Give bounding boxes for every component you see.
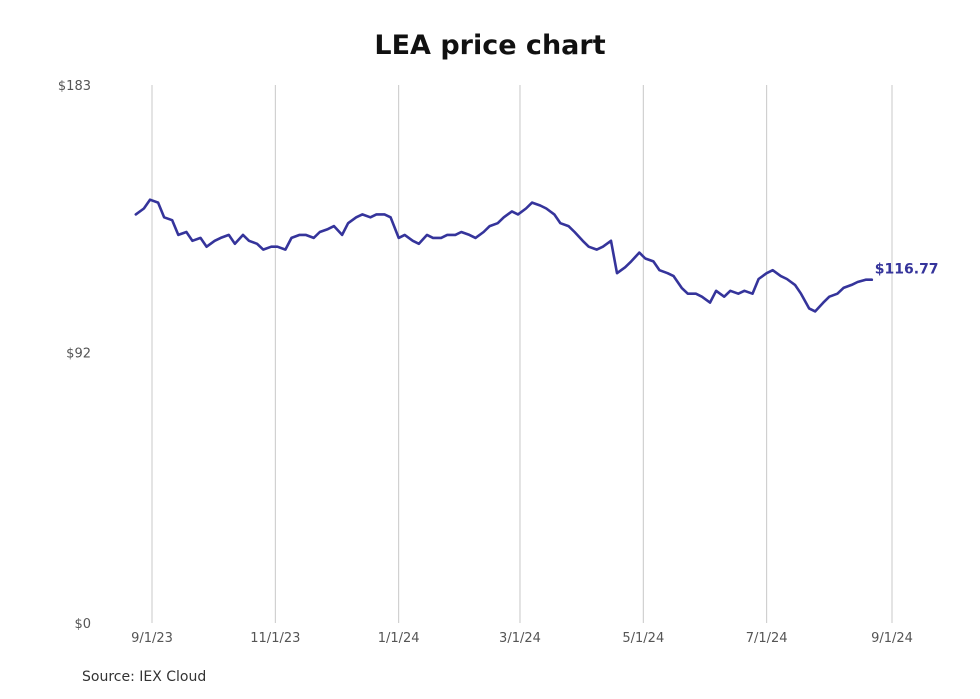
y-tick-label: $0 bbox=[74, 617, 91, 632]
x-tick-label: 5/1/24 bbox=[622, 631, 664, 646]
source-note: Source: IEX Cloud bbox=[82, 669, 207, 685]
last-price-label: $116.77 bbox=[875, 262, 939, 278]
x-tick-label: 7/1/24 bbox=[746, 631, 788, 646]
x-tick-label: 9/1/23 bbox=[131, 631, 173, 646]
y-tick-label: $183 bbox=[58, 79, 91, 94]
x-tick-label: 3/1/24 bbox=[499, 631, 541, 646]
y-tick-label: $92 bbox=[66, 347, 91, 362]
x-tick-label: 1/1/24 bbox=[378, 631, 420, 646]
chart-title: LEA price chart bbox=[374, 30, 606, 61]
price-line bbox=[134, 198, 874, 313]
x-tick-label: 9/1/24 bbox=[871, 631, 913, 646]
x-tick-label: 11/1/23 bbox=[250, 631, 300, 646]
